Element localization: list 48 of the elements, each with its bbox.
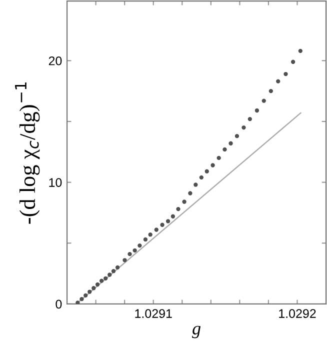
point [154,228,158,232]
point [104,276,108,280]
point [199,175,204,180]
point [170,214,176,218]
point [204,169,209,174]
point [128,252,132,256]
point [242,125,246,130]
point [228,141,233,146]
x-tick-label: 1.0292 [279,309,316,318]
x-axis-title: g [192,326,201,338]
point [99,278,104,283]
point [248,116,252,122]
point [234,134,240,138]
point [290,60,296,64]
point [222,147,227,152]
point [148,232,152,237]
point [194,182,198,187]
point [176,206,180,212]
point [262,98,266,103]
point [188,191,192,196]
point [143,237,148,242]
point [92,286,96,290]
point [182,200,186,204]
point [88,290,92,294]
point [80,296,84,302]
y-tick-label: 10 [49,178,62,187]
point [84,293,88,298]
point [210,163,215,168]
point [138,243,142,248]
point [108,272,112,277]
point [276,79,280,84]
y-tick-label: 0 [56,300,62,309]
point [122,258,127,262]
point [216,156,221,160]
point [160,222,164,227]
point [76,300,80,304]
point [298,48,302,53]
point [166,219,170,224]
point [268,88,273,94]
point [132,248,137,252]
point [254,108,260,113]
y-axis-title: -(d log χ$_{c}$/dg)$^{−1}$ [15,82,40,224]
point [284,72,288,76]
point [115,265,120,270]
point [95,282,100,287]
x-tick-label: 1.0291 [135,309,172,318]
point [111,269,116,274]
y-tick-label: 20 [48,56,62,66]
